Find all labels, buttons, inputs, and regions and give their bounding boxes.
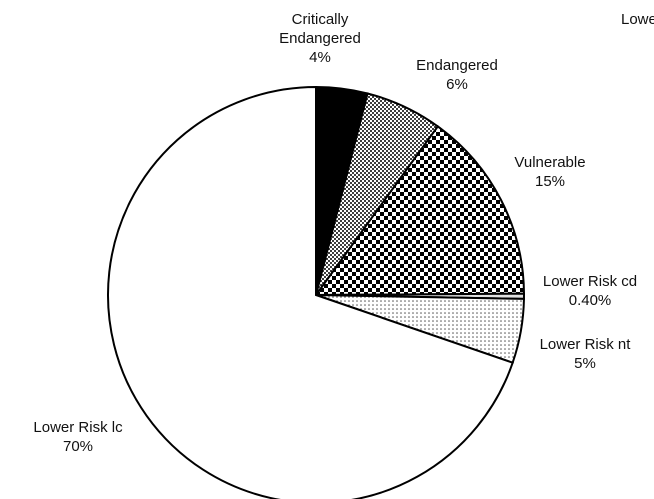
pie-slice <box>314 125 526 297</box>
slice-value-label: 15% <box>534 173 566 190</box>
slice-value-label: 0.40% <box>568 292 612 309</box>
annotation: Lowe <box>621 11 654 28</box>
slice-value-label: 4% <box>309 49 331 66</box>
slice-value-label: 6% <box>446 76 468 93</box>
slice-value-label: 5% <box>574 355 596 372</box>
slice-label: Lower Risk nt <box>539 336 631 353</box>
slice-label: Critically Endangered <box>279 11 361 47</box>
slice-label: Endangered <box>416 57 498 74</box>
slice-value-label: 70% <box>62 438 94 455</box>
slice-label: Lower Risk cd <box>542 273 638 290</box>
slice-label: Vulnerable <box>514 154 586 171</box>
pie-slice <box>107 85 514 499</box>
slice-label: Lower Risk lc <box>33 419 123 436</box>
